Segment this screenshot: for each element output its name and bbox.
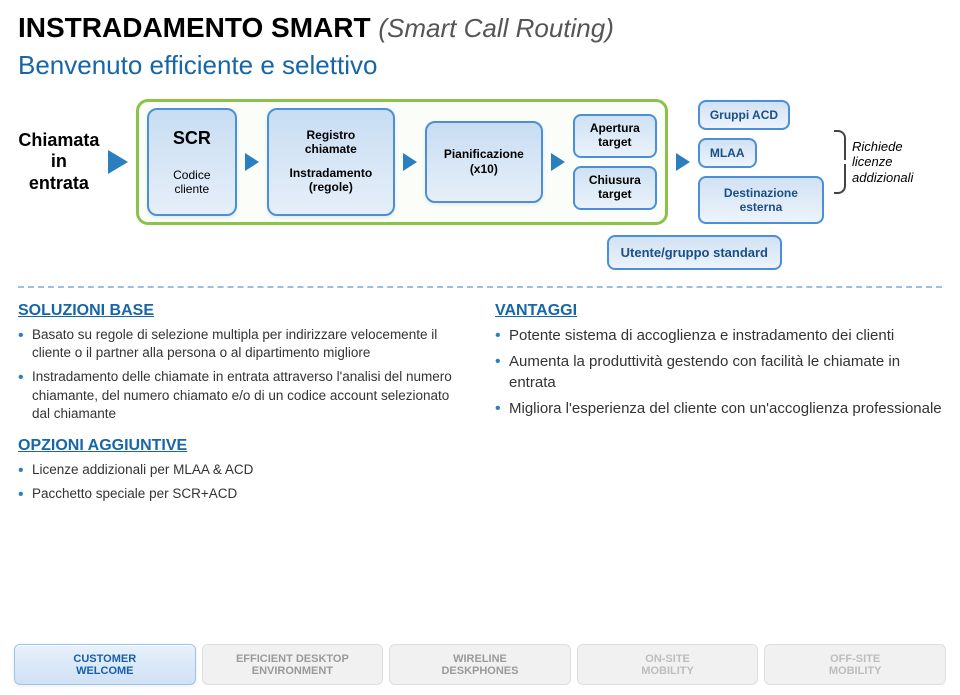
page-subheading: Benvenuto efficiente e selettivo (18, 50, 942, 81)
dest-ext: Destinazione esterna (698, 176, 824, 224)
tab-efficient-desktop[interactable]: EFFICIENT DESKTOP ENVIRONMENT (202, 644, 384, 685)
tab-label-2: WELCOME (21, 665, 189, 678)
tab-label-1: WIRELINE (396, 653, 564, 666)
flow-start-label: Chiamata in entrata (18, 130, 100, 195)
opzioni-heading: OPZIONI AGGIUNTIVE (18, 437, 465, 455)
tab-label-2: MOBILITY (771, 665, 939, 678)
list-item: Pacchetto speciale per SCR+ACD (18, 485, 465, 503)
target-open: Apertura target (573, 114, 657, 158)
licence-note: Richiede licenze addizionali (832, 130, 942, 194)
registro-label: Registro chiamate (305, 129, 357, 157)
dest-mlaa: MLAA (698, 138, 757, 168)
plan-module: Pianificazione (x10) (425, 121, 543, 203)
title-main: INSTRADAMENTO SMART (18, 12, 371, 43)
tab-label-2: MOBILITY (584, 665, 752, 678)
list-item: Basato su regole di selezione multipla p… (18, 326, 465, 362)
brace-icon (832, 130, 846, 194)
soluzioni-heading: SOLUZIONI BASE (18, 302, 465, 320)
tab-label-2: DESKPHONES (396, 665, 564, 678)
scr-module: SCR Codice cliente (147, 108, 237, 216)
target-close: Chiusura target (573, 166, 657, 210)
routing-group: SCR Codice cliente Registro chiamate Ins… (136, 99, 668, 225)
tab-label-1: ON-SITE (584, 653, 752, 666)
destinations-column: Gruppi ACD MLAA Destinazione esterna (698, 100, 824, 224)
arrow-icon (245, 153, 259, 171)
footer-tabs: CUSTOMER WELCOME EFFICIENT DESKTOP ENVIR… (0, 644, 960, 695)
tab-offsite-mobility[interactable]: OFF-SITE MOBILITY (764, 644, 946, 685)
vantaggi-heading: VANTAGGI (495, 302, 942, 320)
tab-label-2: ENVIRONMENT (209, 665, 377, 678)
scr-sub: Codice cliente (173, 169, 210, 197)
list-item: Instradamento delle chiamate in entrata … (18, 368, 465, 423)
divider (18, 286, 942, 288)
tab-label-1: CUSTOMER (21, 653, 189, 666)
list-item: Migliora l'esperienza del cliente con un… (495, 399, 942, 419)
tab-customer-welcome[interactable]: CUSTOMER WELCOME (14, 644, 196, 685)
flow-diagram: Chiamata in entrata SCR Codice cliente R… (18, 99, 942, 225)
plan-label: Pianificazione (x10) (444, 147, 524, 177)
utente-gruppo-block: Utente/gruppo standard (607, 235, 782, 270)
tab-onsite-mobility[interactable]: ON-SITE MOBILITY (577, 644, 759, 685)
tab-wireline[interactable]: WIRELINE DESKPHONES (389, 644, 571, 685)
soluzioni-list: Basato su regole di selezione multipla p… (18, 326, 465, 423)
opzioni-list: Licenze addizionali per MLAA & ACD Pacch… (18, 461, 465, 503)
content-columns: SOLUZIONI BASE Basato su regole di selez… (18, 302, 942, 510)
list-item: Potente sistema di accoglienza e instrad… (495, 326, 942, 346)
richiede-text: Richiede licenze addizionali (852, 139, 942, 186)
tab-label-1: OFF-SITE (771, 653, 939, 666)
title-subtitle: (Smart Call Routing) (378, 13, 614, 43)
arrow-icon (108, 150, 128, 174)
vantaggi-list: Potente sistema di accoglienza e instrad… (495, 326, 942, 419)
right-column: VANTAGGI Potente sistema di accoglienza … (495, 302, 942, 510)
tab-label-1: EFFICIENT DESKTOP (209, 653, 377, 666)
page-title: INSTRADAMENTO SMART (Smart Call Routing) (18, 12, 942, 44)
arrow-icon (676, 153, 690, 171)
routing-module: Registro chiamate Instradamento (regole) (267, 108, 395, 216)
list-item: Aumenta la produttività gestendo con fac… (495, 352, 942, 393)
scr-title: SCR (173, 128, 211, 149)
arrow-icon (403, 153, 417, 171)
instradamento-label: Instradamento (regole) (289, 167, 372, 195)
arrow-icon (551, 153, 565, 171)
targets-module: Apertura target Chiusura target (573, 114, 657, 209)
left-column: SOLUZIONI BASE Basato su regole di selez… (18, 302, 465, 510)
dest-acd: Gruppi ACD (698, 100, 790, 130)
list-item: Licenze addizionali per MLAA & ACD (18, 461, 465, 479)
